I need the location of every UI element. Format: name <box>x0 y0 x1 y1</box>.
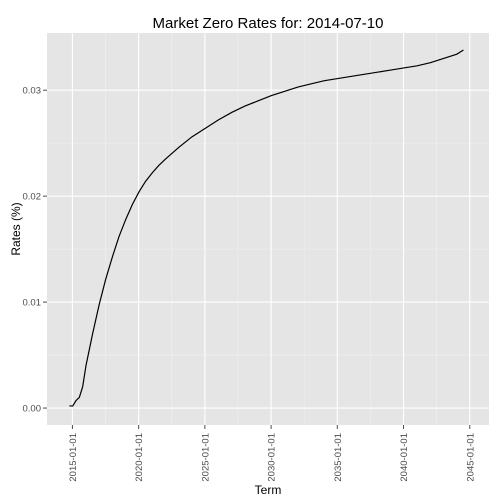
x-tick-label: 2015-01-01 <box>68 433 79 482</box>
y-axis-title: Rates (%) <box>9 202 23 255</box>
x-tick-label: 2030-01-01 <box>267 433 278 482</box>
x-tick-label: 2035-01-01 <box>333 433 344 482</box>
x-axis-ticks: 2015-01-01 2020-01-01 2025-01-01 2030-01-01… <box>68 425 476 482</box>
y-tick-label: 0.01 <box>23 298 42 309</box>
y-axis-ticks: 0.00 0.01 0.02 0.03 <box>23 86 47 415</box>
y-tick-label: 0.03 <box>23 86 42 97</box>
x-tick-label: 2045-01-01 <box>465 433 476 482</box>
x-tick-label: 2020-01-01 <box>134 433 145 482</box>
x-tick-label: 2025-01-01 <box>200 433 211 482</box>
minor-gridlines <box>47 33 489 425</box>
x-axis-title: Term <box>255 483 282 497</box>
x-tick-label: 2040-01-01 <box>399 433 410 482</box>
y-tick-label: 0.02 <box>23 192 42 203</box>
major-gridlines <box>47 33 489 425</box>
zero-rate-curve <box>69 49 464 407</box>
y-tick-label: 0.00 <box>23 404 42 415</box>
plot-panel <box>47 33 489 425</box>
chart-title: Market Zero Rates for: 2014-07-10 <box>153 15 384 32</box>
